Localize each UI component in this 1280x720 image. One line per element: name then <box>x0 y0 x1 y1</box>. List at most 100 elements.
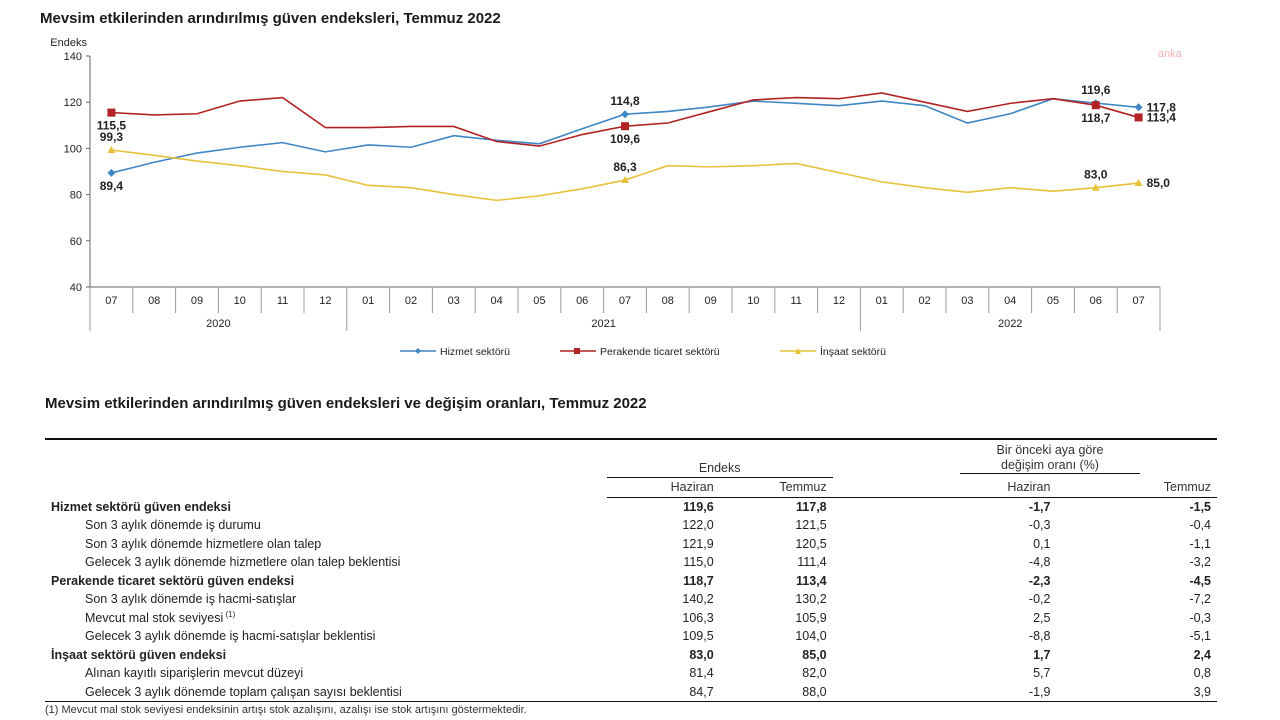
y-tick-label: 60 <box>70 236 82 248</box>
table-row: Son 3 aylık dönemde iş hacmi-satışlar 140… <box>45 590 1217 609</box>
x-tick-label: 03 <box>961 295 973 307</box>
x-tick-label: 05 <box>1047 295 1059 307</box>
table-cell: 84,7 <box>606 682 720 702</box>
line-chart: Endeks 140 120 100 80 60 40 07 08 09 10 11 12 01 02 03 0… <box>50 37 1177 358</box>
table-title: Mevsim etkilerinden arındırılmış güven e… <box>45 395 647 412</box>
data-label: 99,3 <box>100 130 124 144</box>
x-tick-label: 05 <box>533 295 545 307</box>
col-change-temmuz: Temmuz <box>1056 477 1217 498</box>
x-tick-label: 12 <box>319 295 331 307</box>
table-cell: 117,8 <box>796 499 827 514</box>
legend-marker <box>795 348 801 354</box>
table-cell: -0,4 <box>1189 518 1211 533</box>
x-tick-label: 03 <box>448 295 460 307</box>
table-row: Son 3 aylık dönemde hizmetlere olan tale… <box>45 535 1217 554</box>
data-point <box>107 108 116 117</box>
table-cell: -1,9 <box>832 682 1057 702</box>
table-cell: 130,2 <box>795 592 827 607</box>
table-cell: -2,3 <box>1028 573 1051 588</box>
x-tick-label: 07 <box>105 295 117 307</box>
row-label: İnşaat sektörü güven endeksi <box>51 647 227 662</box>
data-label: 114,8 <box>610 94 640 108</box>
data-label: 115,5 <box>97 119 127 133</box>
table-cell: 109,5 <box>682 629 714 644</box>
x-tick-label: 10 <box>234 295 246 307</box>
table-row: Mevcut mal stok seviyesi (1) 106,3 105,9 2,… <box>45 609 1217 628</box>
legend-label: İnşaat sektörü <box>820 345 886 358</box>
col-change-haziran: Haziran <box>832 477 1057 498</box>
table-cell: -1,5 <box>1189 499 1211 514</box>
table-cell: -0,3 <box>1028 518 1051 533</box>
table-row: İnşaat sektörü güven endeksi 83,0 85,0 1,7 2… <box>45 646 1217 665</box>
table-cell: -1,1 <box>1189 536 1211 551</box>
x-tick-label: 09 <box>191 295 203 307</box>
x-tick-label: 06 <box>1090 295 1102 307</box>
x-tick-label: 09 <box>704 295 716 307</box>
row-label: Perakende ticaret sektörü güven endeksi <box>51 573 295 588</box>
data-label: 89,4 <box>100 179 124 193</box>
table-cell: 140,2 <box>682 592 714 607</box>
legend-marker <box>415 348 421 354</box>
table-row: Perakende ticaret sektörü güven endeksi 1… <box>45 572 1217 591</box>
table-cell: 81,4 <box>689 666 714 681</box>
data-label: 83,0 <box>1084 168 1108 182</box>
table-cell: 0,1 <box>1033 536 1051 551</box>
year-label: 2022 <box>998 318 1022 330</box>
data-label: 86,3 <box>613 160 637 174</box>
table-cell: 115,0 <box>683 555 714 570</box>
change-header: Bir önceki aya göre değişim oranı (%) <box>960 443 1140 474</box>
chart-title: Mevsim etkilerinden arındırılmış güven e… <box>40 10 501 27</box>
row-label: Son 3 aylık dönemde iş durumu <box>85 518 261 533</box>
y-tick-label: 120 <box>64 97 82 109</box>
endeks-header: Endeks <box>606 458 833 478</box>
row-label: Gelecek 3 aylık dönemde hizmetlere olan … <box>85 555 401 570</box>
table-cell: 1,7 <box>1033 647 1051 662</box>
legend-marker <box>574 348 580 354</box>
table-cell: -3,2 <box>1189 555 1211 570</box>
y-tick-label: 140 <box>64 51 82 63</box>
legend-label: Hizmet sektörü <box>440 346 510 358</box>
x-tick-label: 11 <box>790 295 801 307</box>
footnote-ref: (1) <box>223 610 236 620</box>
x-tick-label: 07 <box>1132 295 1144 307</box>
footnote: (1) Mevcut mal stok seviyesi endeksinin … <box>45 704 527 716</box>
table-cell: 83,0 <box>689 647 714 662</box>
table-row: Gelecek 3 aylık dönemde iş hacmi-satışla… <box>45 627 1217 646</box>
y-tick-label: 80 <box>70 190 82 202</box>
x-tick-label: 08 <box>148 295 160 307</box>
table-cell: 113,4 <box>796 573 827 588</box>
table-cell: 104,0 <box>795 629 827 644</box>
row-label: Mevcut mal stok seviyesi (1) <box>85 610 236 626</box>
table-cell: 121,9 <box>682 536 714 551</box>
x-tick-label: 12 <box>833 295 845 307</box>
data-point <box>1091 183 1100 191</box>
table-cell: 121,5 <box>795 518 827 533</box>
table-cell: 120,5 <box>795 536 827 551</box>
col-temmuz: Temmuz <box>719 477 833 498</box>
table-cell: -0,2 <box>1028 592 1051 607</box>
x-tick-label: 01 <box>362 295 374 307</box>
x-tick-label: 04 <box>490 295 502 307</box>
table-cell: -4,8 <box>1028 555 1051 570</box>
y-tick-label: 100 <box>64 143 82 155</box>
x-tick-label: 07 <box>619 295 631 307</box>
table-cell: 118,7 <box>683 573 714 588</box>
data-label: 118,7 <box>1081 111 1111 125</box>
data-label: 117,8 <box>1147 100 1177 114</box>
data-point <box>1134 113 1143 122</box>
table-cell: 2,4 <box>1193 647 1211 662</box>
year-label: 2021 <box>591 318 615 330</box>
data-label: 113,4 <box>1147 110 1177 124</box>
table-cell: -1,7 <box>1028 499 1051 514</box>
table-cell: 122,0 <box>682 518 714 533</box>
data-point <box>1134 179 1143 187</box>
series-line <box>111 149 1139 202</box>
data-label: 85,0 <box>1147 176 1171 190</box>
data-point <box>621 110 629 119</box>
table-cell: -0,3 <box>1189 610 1211 625</box>
x-tick-label: 06 <box>576 295 588 307</box>
table-cell: 2,5 <box>1033 610 1051 625</box>
table-cell: 105,9 <box>795 610 827 625</box>
table-cell: 106,3 <box>682 610 714 625</box>
year-label: 2020 <box>206 318 230 330</box>
